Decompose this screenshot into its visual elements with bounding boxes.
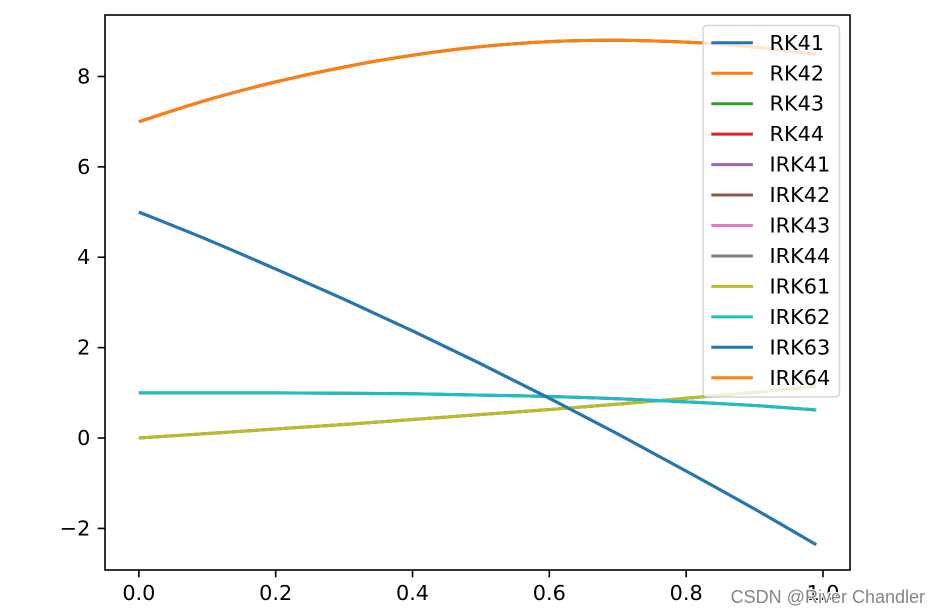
x-tick-label: 0.2 — [259, 581, 292, 605]
legend-entry: IRK63 — [711, 335, 830, 359]
series-line-irk64 — [138, 38, 817, 124]
legend-label: IRK42 — [770, 183, 831, 207]
legend-frame — [702, 24, 841, 398]
legend-label: IRK62 — [770, 305, 831, 329]
x-tick-label: 0.0 — [122, 581, 155, 605]
plot-lines — [138, 38, 817, 546]
legend-entry: IRK43 — [711, 214, 830, 238]
legend: RK41 RK42 RK43 RK44 IRK41 IRK42 IRK43 IRK44 IRK6… — [702, 24, 841, 398]
legend-entry: IRK61 — [711, 274, 830, 298]
legend-label: IRK64 — [770, 366, 831, 390]
legend-entry: RK44 — [711, 122, 824, 146]
legend-label: RK41 — [770, 31, 825, 55]
legend-entry: IRK64 — [711, 366, 830, 390]
axes-frame — [104, 14, 851, 571]
y-tick-label: 6 — [77, 155, 90, 179]
x-tick-label: 0.4 — [396, 581, 429, 605]
y-tick-label: 2 — [77, 336, 90, 360]
y-tick-label: −2 — [60, 516, 91, 540]
x-tick-label: 0.8 — [670, 581, 703, 605]
series-line-irk62 — [138, 391, 817, 412]
y-tick-label: 8 — [77, 64, 90, 88]
x-tick-label: 0.6 — [533, 581, 566, 605]
y-tick-label: 4 — [77, 245, 90, 269]
legend-label: RK42 — [770, 61, 825, 85]
x-tick-label: 1.0 — [806, 581, 839, 605]
y-tick-label: 0 — [77, 426, 90, 450]
legend-entry: RK41 — [711, 31, 824, 55]
series-line-irk61 — [138, 385, 817, 440]
legend-entry: IRK42 — [711, 183, 830, 207]
y-axis: −2 0 2 4 6 8 — [60, 64, 105, 540]
legend-entry: IRK62 — [711, 305, 830, 329]
legend-entry: RK42 — [711, 61, 824, 85]
x-axis: 0.0 0.2 0.4 0.6 0.8 1.0 — [122, 570, 840, 605]
legend-entry: IRK44 — [711, 244, 830, 268]
series-line-irk63 — [138, 210, 817, 546]
watermark-text: CSDN @River Chandler — [731, 587, 925, 607]
legend-label: RK43 — [770, 92, 825, 116]
legend-label: RK44 — [770, 122, 825, 146]
legend-label: IRK61 — [770, 274, 831, 298]
legend-label: IRK41 — [770, 153, 831, 177]
legend-label: IRK44 — [770, 244, 831, 268]
legend-entry: IRK41 — [711, 153, 830, 177]
legend-label: IRK43 — [770, 214, 831, 238]
legend-label: IRK63 — [770, 335, 831, 359]
legend-entry: RK43 — [711, 92, 824, 116]
